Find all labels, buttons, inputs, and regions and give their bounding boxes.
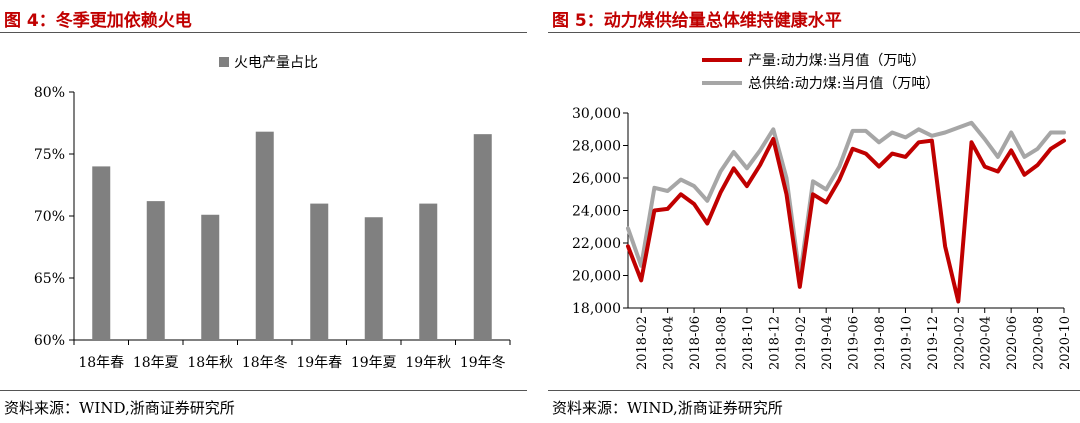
- x-tick-label: 19年春: [296, 355, 342, 371]
- series-line: [626, 137, 1066, 304]
- bar: [310, 203, 329, 340]
- x-tick-label: 2019-12: [926, 316, 941, 370]
- x-tick-label: 2019-08: [873, 316, 888, 370]
- bar: [364, 217, 383, 340]
- x-tick-label: 2020-02: [952, 316, 967, 370]
- legend-label: 产量:动力煤:当月值（万吨）: [748, 53, 925, 69]
- left-chart-panel: 图 4：冬季更加依赖火电 60% 65% 70% 75% 80% 18年春 18年夏 18年秋…: [0, 0, 527, 423]
- right-figure-title: 图 5：动力煤供给量总体维持健康水平: [552, 11, 842, 31]
- left-source-note: 资料来源：WIND,浙商证券研究所: [4, 399, 235, 417]
- right-title-rule: [548, 32, 1080, 33]
- right-source-note: 资料来源：WIND,浙商证券研究所: [552, 399, 783, 417]
- right-source-rule: [548, 390, 1080, 391]
- x-tick-label: 2018-04: [662, 316, 677, 370]
- x-tick-label: 18年春: [78, 355, 124, 371]
- left-source-rule: [0, 390, 527, 391]
- bar: [473, 134, 492, 340]
- y-tick-label: 26,000: [572, 171, 621, 187]
- y-tick-label: 75%: [34, 147, 65, 163]
- left-figure-title: 图 4：冬季更加依赖火电: [4, 11, 192, 31]
- series-line: [626, 120, 1066, 280]
- legend-label: 火电产量占比: [234, 55, 318, 71]
- x-tick-label: 2018-06: [688, 316, 703, 370]
- y-tick-label: 18,000: [572, 301, 621, 317]
- x-tick-label: 18年秋: [187, 355, 233, 371]
- bar-chart: 60% 65% 70% 75% 80% 18年春 18年夏 18年秋 18年冬 19年春 19年夏 1…: [34, 55, 511, 371]
- x-tick-label: 18年冬: [242, 355, 288, 371]
- x-tick-label: 2019-04: [820, 316, 835, 370]
- x-tick-label: 2020-04: [979, 316, 994, 370]
- y-tick-label: 24,000: [572, 204, 621, 220]
- bar: [201, 214, 220, 340]
- bar: [146, 201, 165, 340]
- x-tick-label: 2018-10: [741, 316, 756, 370]
- x-tick-label: 2020-08: [1032, 316, 1047, 370]
- bar: [92, 166, 111, 340]
- y-tick-label: 22,000: [572, 236, 621, 252]
- y-tick-label: 28,000: [572, 139, 621, 155]
- bar: [255, 131, 274, 340]
- x-tick-label: 2018-02: [635, 316, 650, 370]
- bar: [419, 203, 438, 340]
- x-tick-label: 2019-06: [847, 316, 862, 370]
- line-chart: 18,000 20,000 22,000 24,000 26,000 28,000 30,0…: [572, 53, 1073, 370]
- y-tick-label: 65%: [34, 271, 65, 287]
- left-title-rule: [0, 32, 527, 33]
- y-tick-label: 30,000: [572, 106, 621, 122]
- x-tick-label: 18年夏: [133, 355, 179, 371]
- legend-label: 总供给:动力煤:当月值（万吨）: [748, 76, 939, 92]
- x-tick-label: 2019-10: [899, 316, 914, 370]
- y-tick-label: 80%: [34, 85, 65, 101]
- x-tick-label: 19年秋: [405, 355, 451, 371]
- legend-swatch: [219, 57, 229, 67]
- y-tick-label: 60%: [34, 333, 65, 349]
- x-tick-label: 2020-06: [1005, 316, 1020, 370]
- y-tick-label: 70%: [34, 209, 65, 225]
- right-chart-panel: 图 5：动力煤供给量总体维持健康水平 18,000 20,000 22,000 24,…: [548, 0, 1080, 423]
- y-tick-label: 20,000: [572, 269, 621, 285]
- x-tick-label: 19年夏: [351, 355, 397, 371]
- x-tick-label: 2019-02: [794, 316, 809, 370]
- x-tick-label: 19年冬: [460, 355, 506, 371]
- x-tick-label: 2020-10: [1058, 316, 1073, 370]
- x-tick-label: 2018-08: [714, 316, 729, 370]
- x-tick-label: 2018-12: [767, 316, 782, 370]
